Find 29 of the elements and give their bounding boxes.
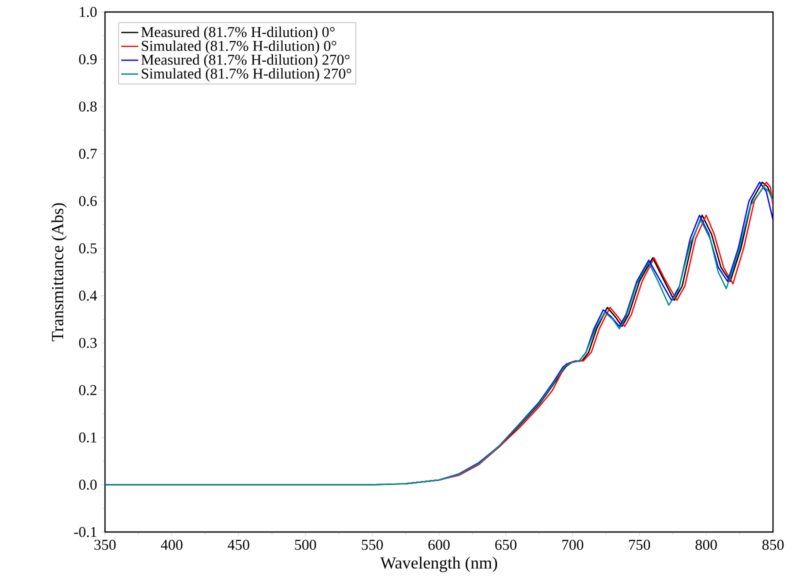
- y-tick-label: 0.9: [79, 54, 97, 64]
- x-tick-label: 550: [362, 540, 383, 550]
- y-tick-label: 0.6: [79, 196, 97, 206]
- legend-label: Measured (81.7% H-dilution) 0°: [141, 26, 335, 40]
- x-tick-label: 800: [696, 540, 717, 550]
- y-tick-label: 0.2: [79, 385, 96, 396]
- x-axis-title: Wavelength (nm): [380, 556, 498, 572]
- legend-label: Simulated (81.7% H-dilution) 270°: [142, 68, 352, 82]
- legend-label: Simulated (81.7% H-dilution) 0°: [142, 40, 336, 54]
- x-tick-label: 700: [562, 540, 584, 550]
- x-tick-label: 450: [228, 540, 250, 550]
- y-tick-label: 0.7: [79, 148, 97, 159]
- y-tick-label: 0.4: [79, 290, 97, 301]
- x-tick-label: 350: [94, 540, 116, 550]
- legend-label: Measured (81.7% H-dilution) 270°: [141, 54, 350, 68]
- x-tick-label: 750: [629, 540, 650, 550]
- y-tick-label: 0.3: [79, 338, 97, 348]
- y-tick-label: 0.1: [79, 432, 96, 443]
- y-tick-label: 0.8: [79, 101, 97, 112]
- x-tick-label: 500: [295, 540, 316, 550]
- y-tick-label: 1.0: [80, 6, 97, 18]
- x-tick-label: 650: [495, 540, 516, 550]
- y-axis-title: Transmittance (Abs): [51, 203, 67, 342]
- y-tick-label: 0.0: [79, 480, 97, 490]
- x-tick-label: 850: [762, 540, 784, 550]
- y-tick-label: -0.1: [74, 526, 96, 538]
- x-tick-label: 400: [160, 540, 182, 550]
- y-tick-label: 0.5: [79, 243, 97, 254]
- x-tick-label: 600: [428, 540, 450, 550]
